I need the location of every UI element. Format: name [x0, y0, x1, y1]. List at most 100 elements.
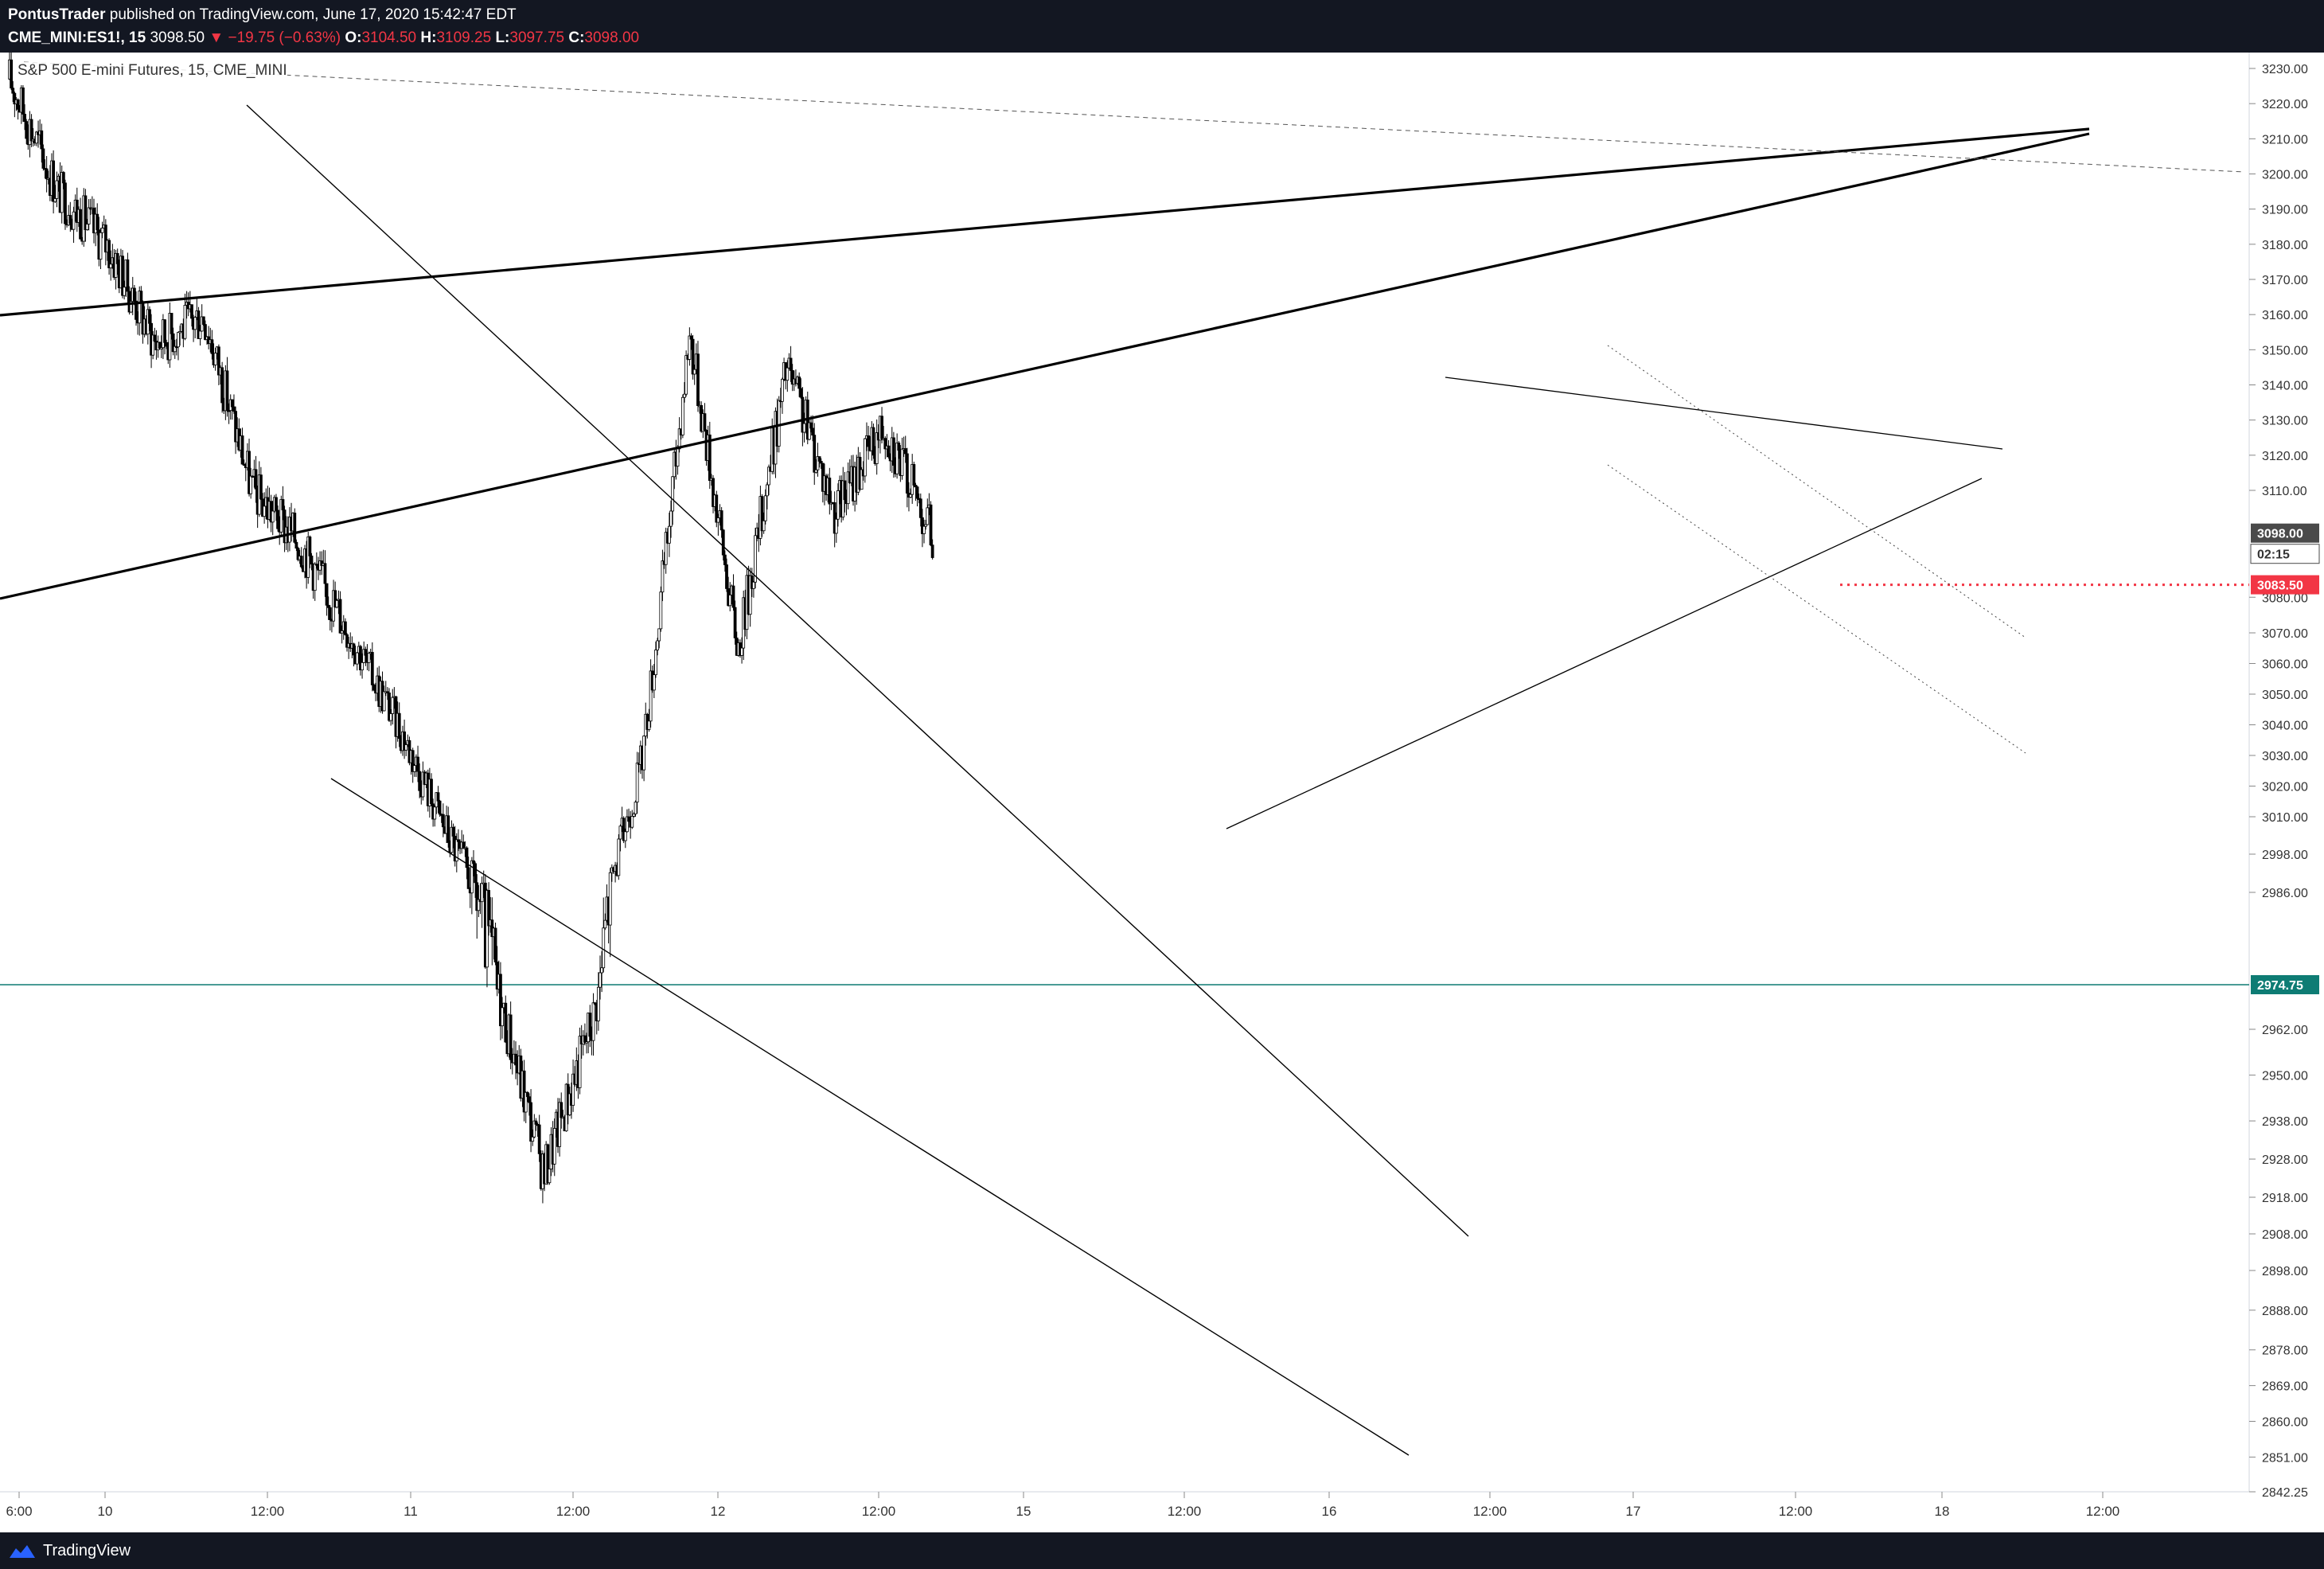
price-chart[interactable]: 3230.00 3220.00 3210.00 3200.00 3190.00 3180.…	[0, 47, 2324, 1532]
price-label-alert[interactable]	[2251, 575, 2319, 595]
candle	[789, 357, 793, 371]
symbol-label[interactable]: CME_MINI:ES1!, 15	[8, 29, 146, 46]
triangle-upper-line[interactable]	[1445, 377, 2003, 450]
candle	[627, 816, 630, 822]
candle	[40, 130, 44, 150]
candle	[807, 422, 811, 440]
x-tick-label: 6:00	[6, 1504, 32, 1519]
footer-brand[interactable]: TradingView	[43, 1541, 131, 1559]
y-tick-label: 3010.00	[2262, 811, 2308, 825]
lower-channel-line[interactable]	[330, 778, 1410, 1456]
candle	[323, 563, 327, 584]
candle	[723, 554, 727, 565]
candle	[165, 342, 169, 347]
last-price: 3098.50	[150, 29, 205, 46]
triangle-lower-line[interactable]	[1226, 478, 1983, 829]
candle	[760, 496, 764, 532]
candle	[183, 305, 187, 339]
candle	[159, 347, 163, 349]
candle	[397, 712, 401, 740]
candle	[474, 863, 478, 884]
candle	[454, 839, 458, 862]
x-tick-label: 18	[1935, 1504, 1950, 1519]
tradingview-logo-icon[interactable]	[8, 1542, 37, 1559]
y-tick-label: 2869.00	[2262, 1380, 2308, 1394]
candle	[529, 1102, 532, 1142]
candle	[819, 461, 823, 464]
header-bar: PontusTrader published on TradingView.co…	[0, 0, 2324, 53]
x-tick-label: 12:00	[1168, 1504, 1202, 1519]
price-label-level[interactable]	[2251, 975, 2319, 994]
resistance-trendline-lower[interactable]	[0, 132, 2090, 600]
candle	[148, 309, 151, 324]
price-label-last[interactable]	[2251, 523, 2319, 543]
y-tick-label: 3220.00	[2262, 98, 2308, 111]
candle	[596, 986, 600, 1021]
candle	[173, 345, 177, 353]
author-name[interactable]: PontusTrader	[8, 6, 106, 23]
candle	[809, 422, 813, 429]
candle	[797, 377, 801, 389]
candle	[635, 763, 639, 803]
y-tick-label: 3230.00	[2262, 63, 2308, 76]
candle	[514, 1053, 517, 1066]
descending-trendline[interactable]	[246, 104, 1469, 1237]
candle	[64, 182, 67, 224]
dashed-trendline[interactable]	[23, 61, 2245, 173]
candle	[343, 621, 347, 635]
candle	[451, 826, 455, 837]
candle	[504, 1002, 508, 1043]
candle	[814, 469, 818, 473]
candle	[227, 410, 231, 412]
candle	[748, 575, 752, 615]
x-tick-label: 12	[711, 1504, 726, 1519]
resistance-trendline-upper[interactable]	[0, 127, 2090, 317]
candle	[867, 435, 870, 447]
candle	[642, 736, 646, 771]
y-tick-label: 2888.00	[2262, 1305, 2308, 1318]
candle	[600, 967, 604, 974]
candle	[548, 1169, 552, 1184]
candle	[903, 448, 907, 455]
candle	[683, 393, 686, 398]
candle	[703, 413, 707, 431]
candle	[41, 148, 45, 169]
footer-bar: TradingView	[0, 1532, 2324, 1569]
candle	[528, 1096, 531, 1103]
chart-area[interactable]: 3230.00 3220.00 3210.00 3200.00 3190.00 3180.…	[0, 47, 2324, 1532]
candle	[328, 607, 332, 621]
candle	[897, 442, 901, 451]
candle	[534, 1120, 538, 1125]
candle	[692, 369, 696, 375]
price-axis-area[interactable]	[2249, 53, 2324, 1532]
y-tick-label: 3140.00	[2262, 380, 2308, 393]
candle	[649, 670, 653, 722]
candle	[326, 604, 330, 608]
candle	[308, 536, 312, 556]
y-tick-label: 2928.00	[2262, 1153, 2308, 1167]
high-value: 3109.25	[436, 29, 492, 46]
candle	[372, 684, 376, 691]
candle	[151, 334, 155, 356]
y-tick-label: 3210.00	[2262, 133, 2308, 146]
price-label-countdown[interactable]	[2250, 544, 2320, 564]
dotted-channel-upper[interactable]	[1607, 345, 2026, 638]
candle	[922, 525, 926, 534]
candle	[198, 330, 202, 339]
candle	[254, 469, 258, 490]
y-tick-label: 2918.00	[2262, 1192, 2308, 1205]
candle	[446, 815, 450, 843]
candle	[361, 662, 364, 670]
candle	[728, 595, 732, 607]
dotted-channel-lower[interactable]	[1607, 464, 2026, 754]
candle	[602, 927, 606, 969]
chart-title: S&P 500 E-mini Futures, 15, CME_MINI	[18, 62, 287, 80]
candle	[411, 750, 415, 772]
x-tick-label: 12:00	[556, 1504, 591, 1519]
candle	[846, 471, 850, 505]
candle	[263, 505, 267, 517]
candle	[190, 304, 193, 319]
candle	[688, 335, 692, 360]
candle	[591, 1002, 595, 1041]
candle	[477, 899, 481, 911]
